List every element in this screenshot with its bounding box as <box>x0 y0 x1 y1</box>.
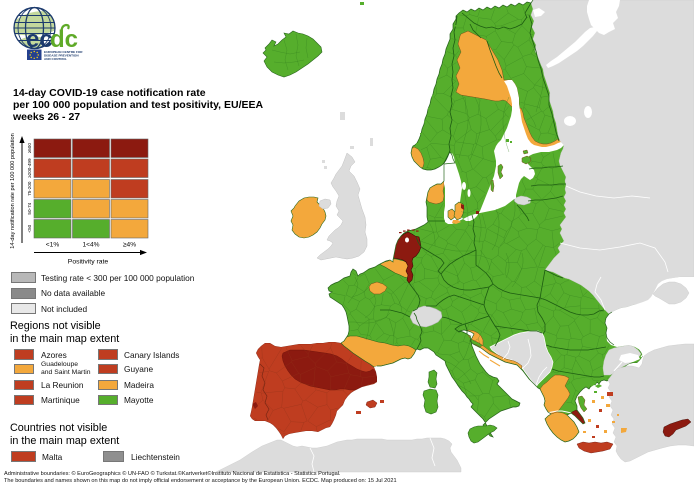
svg-text:ec: ec <box>26 26 53 53</box>
svg-text:50-74: 50-74 <box>27 202 32 214</box>
svg-text:AND CONTROL: AND CONTROL <box>44 57 67 61</box>
svg-text:≥4%: ≥4% <box>123 242 136 249</box>
svg-text:≥200-499: ≥200-499 <box>27 158 32 178</box>
svg-text:Positivity rate: Positivity rate <box>68 259 109 266</box>
svg-text:75-200: 75-200 <box>27 181 32 196</box>
svg-text:≥500: ≥500 <box>27 143 32 154</box>
svg-text:DISEASE PREVENTION: DISEASE PREVENTION <box>44 53 79 57</box>
svg-text:1<4%: 1<4% <box>82 242 99 249</box>
svg-text:<50: <50 <box>27 224 32 232</box>
svg-text:<1%: <1% <box>46 242 60 249</box>
svg-text:dc: dc <box>50 26 78 53</box>
svg-text:EUROPEAN CENTRE FOR: EUROPEAN CENTRE FOR <box>44 50 83 54</box>
svg-text:14-day notification rate per 1: 14-day notification rate per 100 000 pop… <box>10 133 16 248</box>
